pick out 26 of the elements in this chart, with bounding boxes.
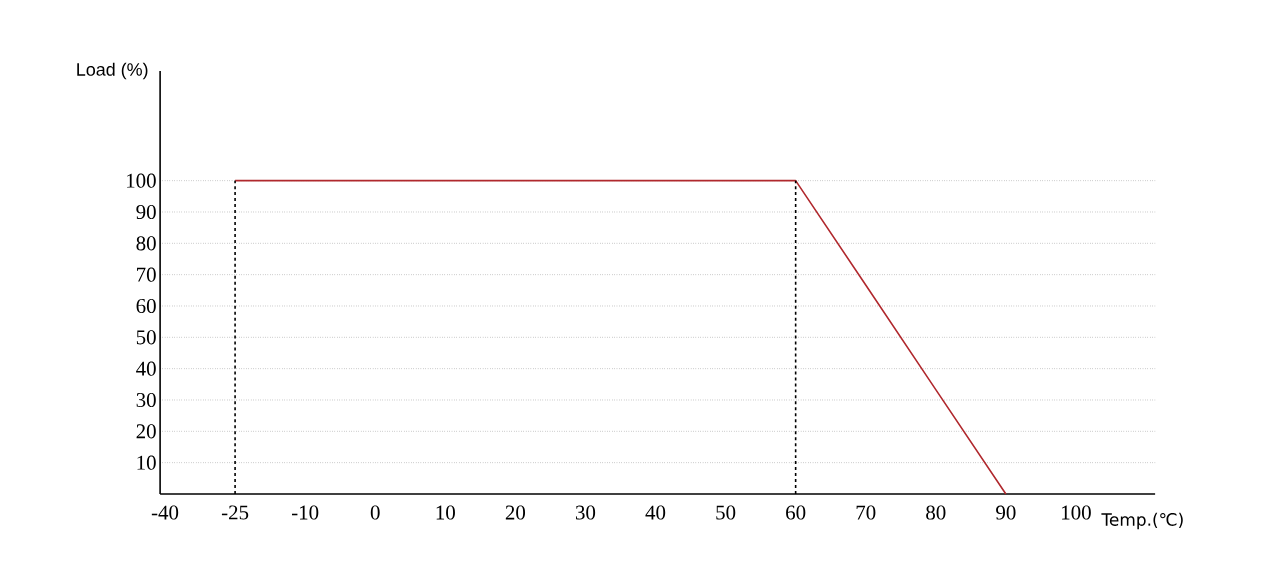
- x-axis-title: Temp.(℃): [1101, 512, 1183, 530]
- x-tick-label: -25: [221, 505, 249, 520]
- y-tick-label: 50: [136, 330, 156, 345]
- y-tick-label: 100: [127, 173, 156, 188]
- y-tick-label: 60: [136, 298, 156, 314]
- x-tick-label: 80: [926, 505, 946, 520]
- x-tick-label: -40: [151, 505, 179, 520]
- y-tick-label: 10: [137, 455, 156, 470]
- x-tick-label: 20: [505, 505, 526, 520]
- y-tick-label: 70: [137, 267, 156, 282]
- x-tick-label: 60: [786, 505, 806, 520]
- y-axis-title: Load (%): [77, 62, 148, 80]
- x-tick-label: 0: [370, 505, 380, 520]
- x-tick-label: 70: [856, 505, 876, 520]
- x-tick-label: 30: [575, 505, 596, 520]
- x-tick-label: 100: [1062, 505, 1091, 520]
- y-tick-label: 80: [136, 236, 156, 251]
- y-tick-label: 40: [136, 361, 156, 376]
- x-tick-label: 90: [996, 505, 1016, 520]
- x-tick-label: 50: [716, 505, 736, 520]
- y-tick-label: 90: [136, 204, 156, 220]
- y-tick-label: 20: [136, 424, 156, 439]
- x-tick-label: 40: [645, 505, 666, 520]
- y-tick-label: 30: [136, 392, 156, 408]
- x-tick-label: -10: [291, 505, 319, 520]
- x-tick-label: 10: [436, 505, 455, 520]
